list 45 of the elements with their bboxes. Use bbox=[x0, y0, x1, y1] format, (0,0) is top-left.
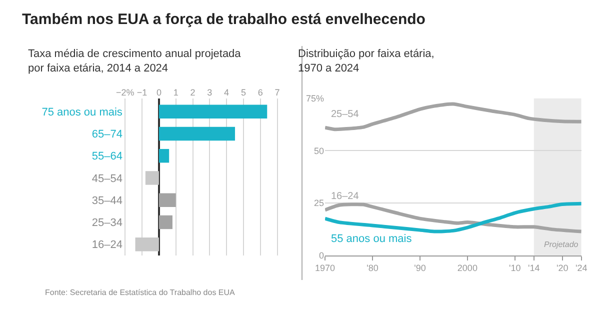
bar bbox=[158, 215, 172, 230]
x-tick-label: '24 bbox=[575, 263, 588, 274]
bar bbox=[158, 148, 170, 163]
x-tick-label: 2 bbox=[190, 88, 196, 98]
x-tick-label: '10 bbox=[509, 263, 521, 274]
band-label: Projetado bbox=[544, 240, 579, 249]
y-tick-label: 45–54 bbox=[92, 172, 122, 185]
bar bbox=[158, 193, 176, 207]
x-tick-label: 2000 bbox=[457, 263, 478, 274]
series-label: 25–54 bbox=[331, 109, 360, 120]
source-note: Fonte: Secretaria de Estatística do Trabalho dos EUA bbox=[45, 288, 236, 297]
bar bbox=[158, 104, 268, 118]
bar bbox=[158, 126, 236, 141]
x-tick-label: '14 bbox=[528, 263, 540, 274]
chart-title: Também nos EUA a força de trabalho está envelhecendo bbox=[22, 11, 426, 28]
y-tick-label: 0 bbox=[319, 250, 324, 261]
x-tick-label: −2% bbox=[116, 88, 134, 98]
x-tick-label: '20 bbox=[556, 263, 568, 274]
x-tick-label: 3 bbox=[207, 88, 212, 98]
y-tick-label: 35–44 bbox=[92, 194, 122, 207]
y-tick-label: 25–34 bbox=[92, 217, 122, 230]
series-label: 55 anos ou mais bbox=[331, 233, 412, 245]
y-tick-label: 75 anos ou mais bbox=[42, 106, 123, 118]
x-tick-label: 7 bbox=[274, 88, 280, 98]
y-tick-label: 55–64 bbox=[92, 150, 122, 163]
x-tick-label: 4 bbox=[224, 88, 230, 98]
chart-title: Distribuição por faixa etária, 1970 a 2024 bbox=[298, 48, 434, 74]
x-tick-label: −1 bbox=[136, 88, 148, 98]
bar bbox=[135, 237, 159, 252]
x-tick-label: 1970 bbox=[315, 263, 336, 274]
x-tick-label: '90 bbox=[414, 263, 426, 274]
x-tick-label: 6 bbox=[258, 88, 263, 98]
y-tick-label: 65–74 bbox=[92, 128, 122, 141]
y-tick-label: 50 bbox=[314, 146, 324, 156]
y-tick-label: 16–24 bbox=[92, 239, 122, 252]
line-series bbox=[325, 102, 582, 132]
x-tick-label: 0 bbox=[156, 88, 162, 98]
y-tick-label: 75% bbox=[306, 93, 324, 104]
bar bbox=[145, 171, 159, 185]
series-label: 16–24 bbox=[331, 191, 360, 202]
x-tick-label: '80 bbox=[366, 263, 378, 274]
x-tick-label: 5 bbox=[240, 88, 246, 98]
chart-subtitle: Taxa média de crescimento anual projetada por faixa etária, 2014 a 2024 bbox=[28, 48, 242, 74]
y-tick-label: 25 bbox=[314, 198, 324, 208]
x-tick-label: 1 bbox=[173, 88, 178, 98]
